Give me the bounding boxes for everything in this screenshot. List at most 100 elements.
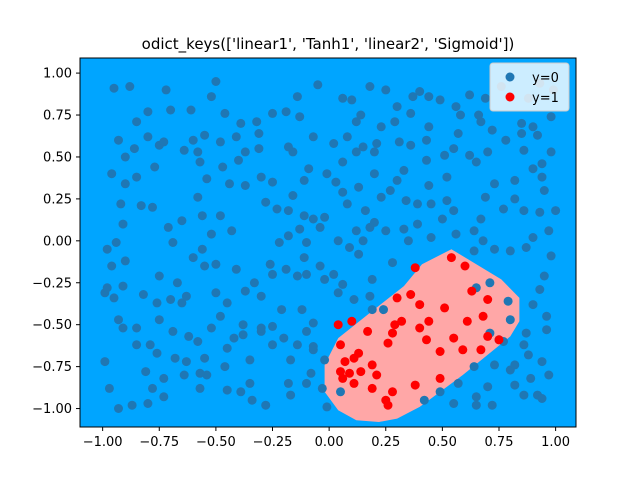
point-y0-0: [109, 83, 119, 93]
point-y1-27: [367, 360, 377, 370]
point-y0-69: [215, 311, 225, 321]
series-y1-points: [333, 253, 504, 410]
point-y0-219: [469, 226, 479, 236]
point-y1-29: [345, 368, 354, 378]
point-y0-298: [351, 147, 361, 157]
point-y0-108: [104, 383, 114, 393]
point-y0-7: [125, 82, 135, 91]
point-y1-21: [347, 316, 357, 326]
point-y0-24: [118, 281, 128, 291]
y-tick-label: −0.75: [32, 360, 72, 375]
point-y0-175: [313, 80, 323, 90]
point-y0-284: [505, 315, 515, 325]
point-y0-126: [283, 231, 293, 241]
point-y0-78: [245, 378, 255, 388]
point-y0-198: [440, 150, 450, 160]
point-y0-147: [320, 212, 330, 222]
point-y0-195: [456, 110, 465, 120]
point-y0-285: [503, 296, 513, 306]
point-y1-38: [435, 347, 445, 356]
point-y0-131: [315, 261, 325, 271]
point-y0-234: [537, 172, 547, 182]
point-y1-19: [383, 338, 393, 348]
point-y0-256: [539, 271, 549, 281]
point-y0-270: [487, 400, 497, 410]
point-y0-133: [329, 269, 339, 279]
point-y0-274: [419, 395, 429, 405]
point-y0-245: [528, 122, 538, 132]
point-y0-229: [499, 204, 508, 214]
point-y0-21: [102, 244, 112, 254]
point-y0-259: [542, 311, 552, 321]
point-y1-16: [390, 320, 400, 330]
point-y0-237: [519, 145, 529, 155]
point-y0-257: [535, 285, 545, 294]
point-y0-103: [145, 340, 155, 350]
point-y0-302: [465, 90, 475, 100]
point-y1-23: [333, 320, 343, 330]
point-y0-60: [225, 179, 234, 189]
point-y0-191: [415, 87, 425, 96]
point-y0-258: [528, 300, 538, 310]
point-y0-139: [345, 243, 354, 252]
point-y0-137: [365, 291, 375, 301]
point-y0-275: [453, 378, 463, 388]
point-y0-141: [351, 226, 361, 236]
point-y0-169: [252, 117, 262, 127]
point-y0-197: [449, 144, 459, 154]
point-y0-144: [302, 238, 311, 247]
point-y0-178: [342, 132, 352, 142]
point-y0-75: [202, 370, 212, 380]
point-y0-102: [132, 340, 142, 350]
point-y0-172: [281, 107, 291, 117]
point-y0-67: [211, 288, 221, 298]
point-y0-282: [537, 394, 547, 403]
point-y0-106: [143, 399, 153, 408]
point-y0-201: [399, 165, 409, 175]
point-y0-176: [338, 93, 348, 103]
point-y0-48: [202, 174, 212, 184]
point-y0-221: [490, 244, 499, 254]
point-y0-1: [114, 135, 123, 145]
point-y0-165: [231, 132, 241, 142]
point-y0-182: [283, 142, 293, 152]
point-y0-247: [546, 112, 556, 122]
point-y0-146: [299, 211, 309, 221]
point-y0-3: [120, 152, 130, 162]
point-y0-105: [141, 367, 151, 377]
point-y0-130: [299, 253, 309, 263]
point-y0-222: [505, 246, 515, 256]
point-y0-301: [483, 147, 493, 157]
point-y0-17: [150, 162, 160, 172]
point-y0-167: [240, 147, 250, 157]
point-y0-183: [338, 157, 348, 167]
point-y0-203: [385, 186, 395, 195]
point-y0-13: [129, 144, 139, 154]
point-y0-279: [510, 360, 520, 370]
point-y0-232: [490, 179, 499, 189]
point-y0-199: [422, 155, 431, 165]
point-y0-65: [200, 261, 210, 271]
point-y0-286: [485, 278, 495, 288]
point-y0-293: [351, 117, 361, 127]
point-y0-292: [394, 137, 404, 147]
point-y0-148: [342, 199, 352, 209]
point-y0-111: [148, 383, 157, 393]
point-y0-8: [132, 117, 142, 127]
point-y0-235: [539, 186, 549, 195]
point-y0-210: [437, 214, 447, 224]
point-y0-209: [449, 206, 459, 216]
point-y0-215: [358, 236, 368, 246]
point-y0-61: [227, 226, 237, 236]
point-y0-134: [338, 279, 348, 289]
x-tick-label: −1.00: [83, 435, 123, 450]
point-y1-3: [440, 303, 450, 313]
point-y0-35: [184, 331, 194, 341]
point-y0-95: [302, 326, 311, 336]
point-y1-6: [483, 295, 493, 304]
point-y0-112: [159, 392, 169, 402]
point-y0-211: [413, 219, 422, 229]
point-y0-43: [168, 238, 178, 247]
point-y0-213: [381, 226, 391, 236]
